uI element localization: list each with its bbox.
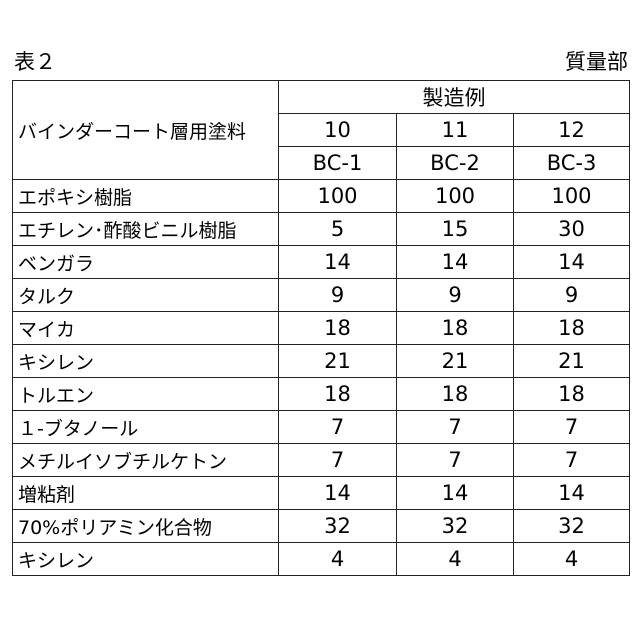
row-name: １-ブタノール: [13, 411, 279, 444]
row-name: ベンガラ: [13, 246, 279, 279]
row-value: 32: [279, 510, 397, 543]
caption: 表２: [14, 46, 56, 76]
data-row: 70%ポリアミン化合物323232: [13, 510, 630, 543]
row-value: 7: [279, 411, 397, 444]
example-code: BC-2: [397, 147, 514, 180]
row-value: 21: [279, 345, 397, 378]
header-group: 製造例: [279, 81, 630, 114]
data-row: トルエン181818: [13, 378, 630, 411]
data-row: エチレン･酢酸ビニル樹脂51530: [13, 213, 630, 246]
row-value: 21: [514, 345, 630, 378]
row-value: 14: [397, 477, 514, 510]
row-value: 100: [397, 180, 514, 213]
row-name: メチルイソブチルケトン: [13, 444, 279, 477]
row-value: 7: [397, 411, 514, 444]
row-value: 14: [514, 477, 630, 510]
data-row: エポキシ樹脂100100100: [13, 180, 630, 213]
row-value: 14: [279, 477, 397, 510]
row-value: 7: [279, 444, 397, 477]
row-value: 7: [514, 411, 630, 444]
data-row: キシレン444: [13, 543, 630, 576]
example-code: BC-1: [279, 147, 397, 180]
row-value: 18: [514, 378, 630, 411]
row-value: 7: [397, 444, 514, 477]
row-value: 30: [514, 213, 630, 246]
table: バインダーコート層用塗料 製造例 101112 BC-1BC-2BC-3 エポキ…: [12, 80, 630, 576]
row-value: 100: [279, 180, 397, 213]
example-number: 12: [514, 114, 630, 147]
row-name: キシレン: [13, 345, 279, 378]
row-value: 9: [279, 279, 397, 312]
row-value: 18: [514, 312, 630, 345]
row-value: 4: [514, 543, 630, 576]
example-number: 11: [397, 114, 514, 147]
row-value: 18: [397, 312, 514, 345]
example-code: BC-3: [514, 147, 630, 180]
header-row: バインダーコート層用塗料 製造例: [13, 81, 630, 114]
row-value: 4: [397, 543, 514, 576]
row-value: 100: [514, 180, 630, 213]
table-body: バインダーコート層用塗料 製造例 101112 BC-1BC-2BC-3 エポキ…: [13, 81, 630, 576]
row-value: 5: [279, 213, 397, 246]
row-name: 増粘剤: [13, 477, 279, 510]
row-name: マイカ: [13, 312, 279, 345]
row-name: エポキシ樹脂: [13, 180, 279, 213]
row-value: 7: [514, 444, 630, 477]
data-row: ベンガラ141414: [13, 246, 630, 279]
row-value: 14: [279, 246, 397, 279]
data-row: マイカ181818: [13, 312, 630, 345]
row-value: 14: [514, 246, 630, 279]
row-value: 14: [397, 246, 514, 279]
row-value: 9: [514, 279, 630, 312]
row-value: 9: [397, 279, 514, 312]
row-value: 18: [397, 378, 514, 411]
row-value: 4: [279, 543, 397, 576]
row-value: 32: [514, 510, 630, 543]
data-row: キシレン212121: [13, 345, 630, 378]
row-name: エチレン･酢酸ビニル樹脂: [13, 213, 279, 246]
data-row: １-ブタノール777: [13, 411, 630, 444]
row-value: 18: [279, 312, 397, 345]
row-name: タルク: [13, 279, 279, 312]
example-number: 10: [279, 114, 397, 147]
row-name: 70%ポリアミン化合物: [13, 510, 279, 543]
row-name: キシレン: [13, 543, 279, 576]
data-row: 増粘剤141414: [13, 477, 630, 510]
row-value: 32: [397, 510, 514, 543]
row-name: トルエン: [13, 378, 279, 411]
data-row: メチルイソブチルケトン777: [13, 444, 630, 477]
row-value: 15: [397, 213, 514, 246]
row-value: 21: [397, 345, 514, 378]
unit: 質量部: [565, 46, 628, 76]
header-material: バインダーコート層用塗料: [13, 81, 279, 180]
row-value: 18: [279, 378, 397, 411]
data-row: タルク999: [13, 279, 630, 312]
